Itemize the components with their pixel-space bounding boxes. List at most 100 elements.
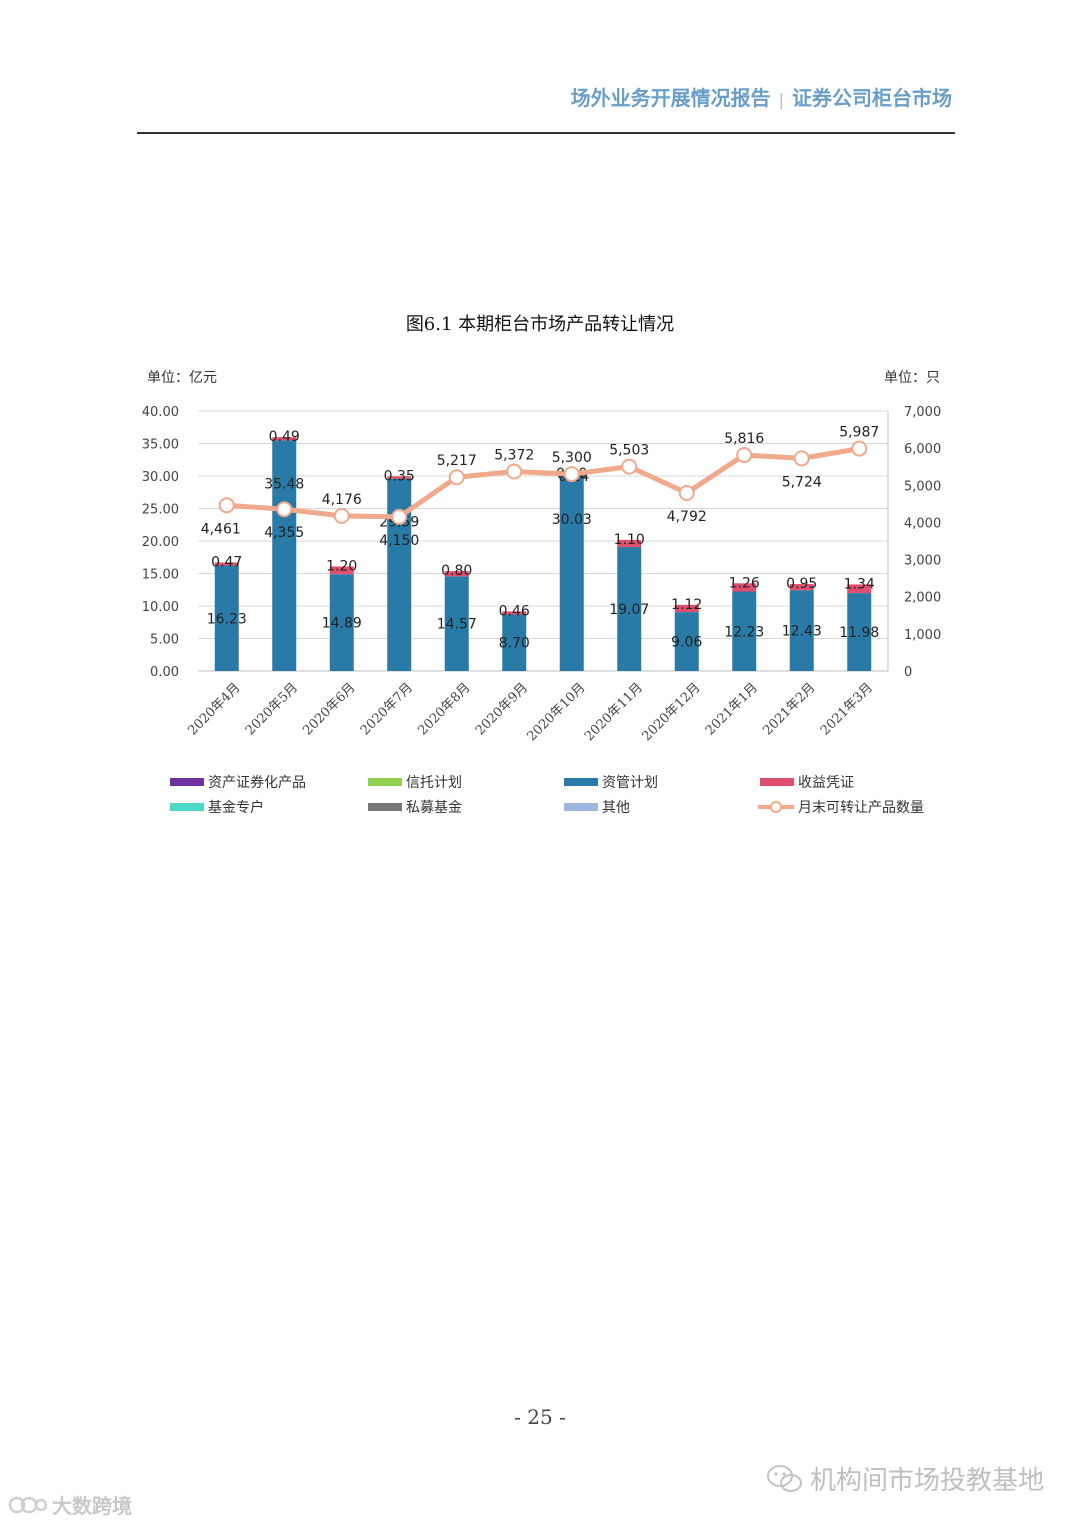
bar-segment [444, 576, 469, 671]
y2-tick-label: 4,000 [904, 516, 941, 531]
legend-label: 月末可转让产品数量 [798, 800, 924, 816]
watermark-left-text: 大数跨境 [52, 1494, 132, 1518]
bar-segment [444, 571, 469, 577]
line-data-label: 4,176 [322, 492, 362, 508]
bar-segment [674, 612, 699, 671]
x-tick-label: 2021年3月 [818, 680, 876, 738]
wechat-icon [766, 1464, 802, 1492]
line-point [621, 458, 638, 475]
bar-segment [732, 591, 757, 671]
y2-tick-label: 2,000 [904, 591, 941, 606]
bar-segment [387, 476, 412, 479]
line-point [851, 440, 868, 457]
line-point [736, 446, 753, 463]
bar-data-label: 12.23 [724, 624, 764, 640]
bar-segment [272, 437, 297, 441]
line-data-label: 5,987 [839, 425, 879, 441]
bar-segment [502, 611, 527, 615]
bar-data-label: 0.47 [211, 554, 242, 570]
legend-swatch [170, 778, 204, 786]
legend-label: 信托计划 [406, 775, 462, 791]
bar-segment [272, 440, 297, 671]
chart-title: 图6.1 本期柜台市场产品转让情况 [405, 314, 675, 335]
logo-icon [8, 1496, 48, 1513]
legend-swatch [564, 778, 598, 786]
bar-segment [847, 593, 872, 671]
x-tick-label: 2020年8月 [415, 680, 473, 738]
legend-swatch [170, 803, 204, 811]
y-tick-label: 25.00 [142, 503, 179, 518]
watermark-right: 机构间市场投教基地 [766, 1460, 1044, 1497]
line-point [333, 507, 350, 524]
line-data-label: 5,816 [724, 431, 764, 447]
page-number: - 25 - [514, 1405, 566, 1429]
bar-data-label: 1.10 [614, 532, 645, 548]
line-data-label: 5,300 [552, 450, 592, 466]
bar-segment [789, 590, 814, 671]
bar-data-label: 1.12 [671, 597, 702, 613]
x-tick-label: 2020年4月 [185, 680, 243, 738]
line-point [506, 463, 523, 480]
line-point [563, 466, 580, 483]
x-tick-label: 2020年10月 [524, 680, 588, 744]
line-point [793, 450, 810, 467]
header-separator: | [778, 90, 784, 109]
header-rule [137, 132, 955, 134]
bar-segment [214, 562, 239, 566]
bar-data-label: 12.43 [782, 624, 822, 640]
header-section-title: 证券公司柜台市场 [792, 86, 952, 110]
x-tick-label: 2020年9月 [473, 680, 531, 738]
bar-data-label: 0.46 [499, 603, 530, 619]
line-point [678, 485, 695, 502]
line-data-label: 4,461 [201, 521, 241, 537]
y-tick-label: 10.00 [142, 600, 179, 615]
line-data-label: 4,150 [379, 533, 419, 549]
bar-data-label: 9.06 [671, 635, 702, 651]
legend-swatch [760, 778, 794, 786]
y-tick-label: 30.00 [142, 470, 179, 485]
bar-segment [847, 584, 872, 594]
line-data-label: 5,503 [609, 443, 649, 459]
line-data-label: 5,217 [437, 453, 477, 469]
bar-segment [329, 574, 354, 671]
left-axis-unit: 单位：亿元 [147, 370, 217, 386]
watermark-left: 大数跨境 [8, 1490, 132, 1519]
x-tick-label: 2020年5月 [243, 680, 301, 738]
chart: 单位：亿元 单位：只 0.00 5.00 10.00 15.00 20.00 25.00 30.… [142, 370, 941, 816]
line-point [448, 469, 465, 486]
bar-data-label: 11.98 [839, 625, 879, 641]
bar-data-label: 35.48 [264, 476, 304, 492]
line-point [218, 497, 235, 514]
bar-segment [617, 539, 642, 548]
y-tick-label: 5.00 [150, 633, 179, 648]
bar-data-label: 14.89 [322, 616, 362, 632]
legend-label: 资管计划 [602, 775, 658, 791]
bar-data-label: 0.80 [441, 563, 472, 579]
legend-label: 基金专户 [208, 799, 264, 816]
y-tick-label: 20.00 [142, 535, 179, 550]
x-tick-label: 2020年6月 [300, 680, 358, 738]
bar-segment [789, 584, 814, 591]
y2-tick-label: 6,000 [904, 442, 941, 457]
bar-data-label: 1.20 [326, 558, 357, 574]
bar-segment [617, 547, 642, 671]
legend-swatch [368, 778, 402, 786]
bar-segment [732, 583, 757, 592]
y-tick-label: 15.00 [142, 568, 179, 583]
bar-data-label: 19.07 [609, 602, 649, 618]
line-data-label: 5,372 [494, 447, 534, 463]
bar-data-label: 0.95 [786, 576, 817, 592]
x-tick-label: 2020年7月 [358, 680, 416, 738]
bar-data-label: 30.03 [552, 512, 592, 528]
line-data-label: 4,355 [264, 525, 304, 541]
y2-tick-label: 5,000 [904, 479, 941, 494]
bar-data-label: 14.57 [437, 617, 477, 633]
bar-segment [214, 565, 239, 671]
legend-swatch [564, 803, 598, 811]
y2-tick-label: 7,000 [904, 405, 941, 420]
bar-data-label: 16.23 [207, 611, 247, 627]
bar-segment [559, 475, 584, 671]
line-point [391, 508, 408, 525]
bar-segment [387, 478, 412, 671]
legend-label: 私募基金 [406, 799, 462, 816]
